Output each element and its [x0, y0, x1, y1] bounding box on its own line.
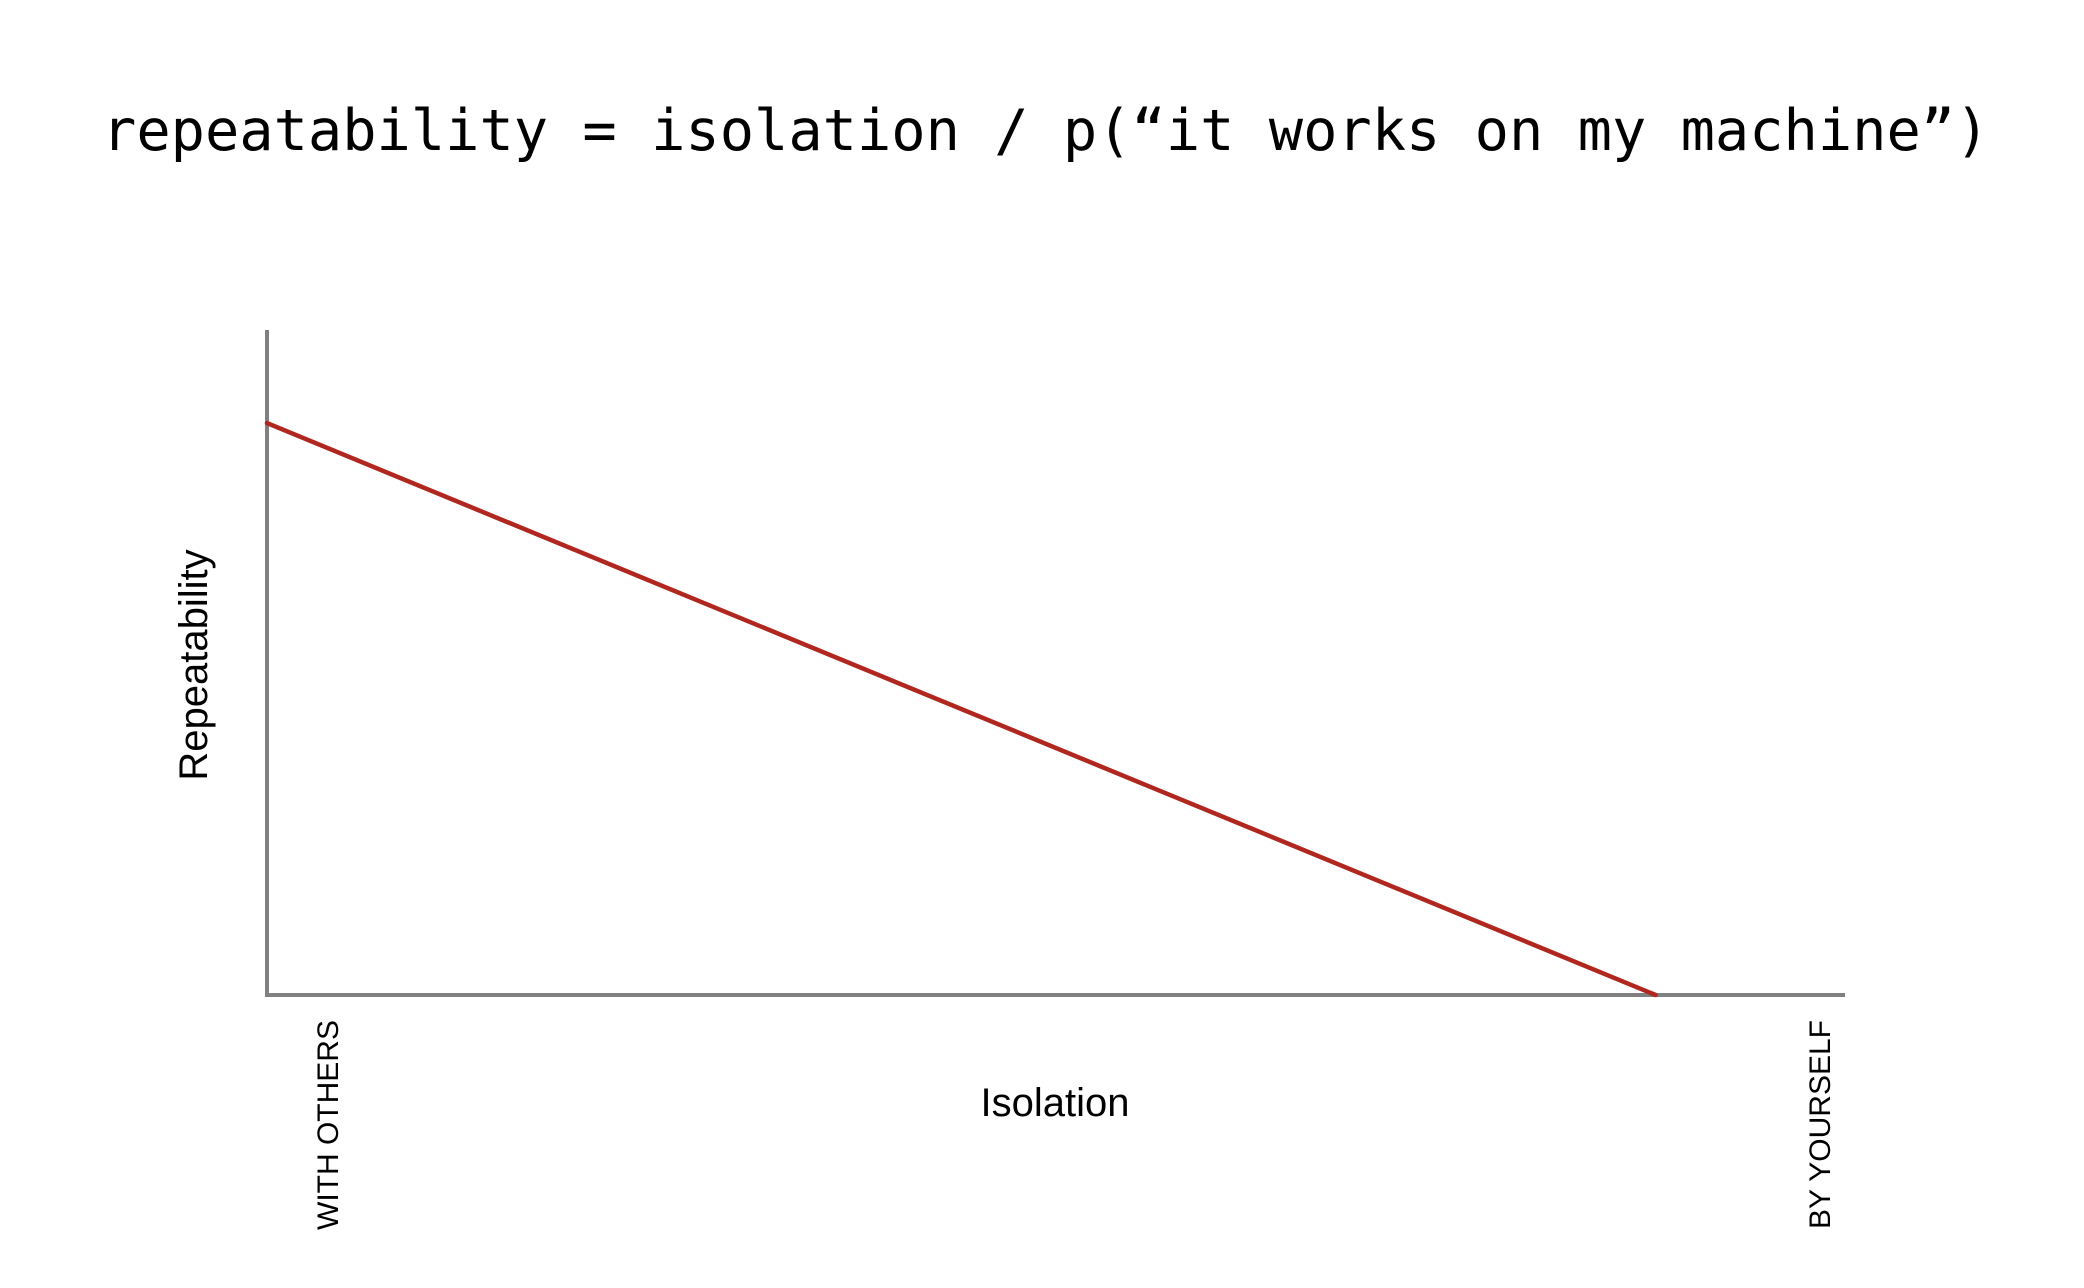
chart-title: repeatability = isolation / p(“it works … — [102, 98, 1989, 164]
series-line-1 — [264, 420, 1658, 998]
x-axis-title: Isolation — [981, 1081, 1130, 1125]
series-layer — [264, 420, 1658, 998]
x-tick-label-with-others: WITH OTHERS — [312, 1020, 345, 1230]
x-tick-label-by-yourself: BY YOURSELF — [1804, 1020, 1837, 1229]
plot-area — [264, 330, 1845, 998]
y-axis-title: Repeatability — [172, 549, 216, 780]
